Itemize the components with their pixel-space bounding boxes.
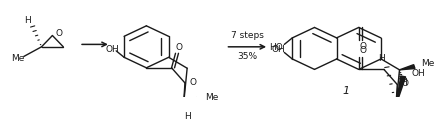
Text: O: O (56, 29, 63, 38)
Polygon shape (184, 98, 198, 103)
Text: H: H (184, 112, 191, 120)
Text: 1: 1 (343, 86, 350, 96)
Text: Me: Me (11, 54, 24, 63)
Text: OH: OH (105, 45, 119, 54)
Text: O: O (402, 79, 409, 88)
Text: O: O (359, 42, 366, 51)
Text: H: H (400, 78, 407, 87)
Text: OH: OH (411, 69, 425, 78)
Polygon shape (399, 65, 415, 70)
Text: 7 steps: 7 steps (231, 31, 264, 40)
Text: O: O (359, 46, 366, 55)
Text: O: O (189, 78, 196, 87)
Polygon shape (396, 76, 406, 105)
Text: H: H (378, 54, 385, 63)
Text: O: O (176, 43, 183, 52)
Text: Me: Me (421, 59, 435, 68)
Text: Me: Me (205, 93, 219, 102)
Text: OH: OH (271, 45, 285, 54)
Text: H: H (24, 16, 31, 25)
Text: 35%: 35% (237, 52, 257, 61)
Text: HO: HO (270, 43, 283, 52)
